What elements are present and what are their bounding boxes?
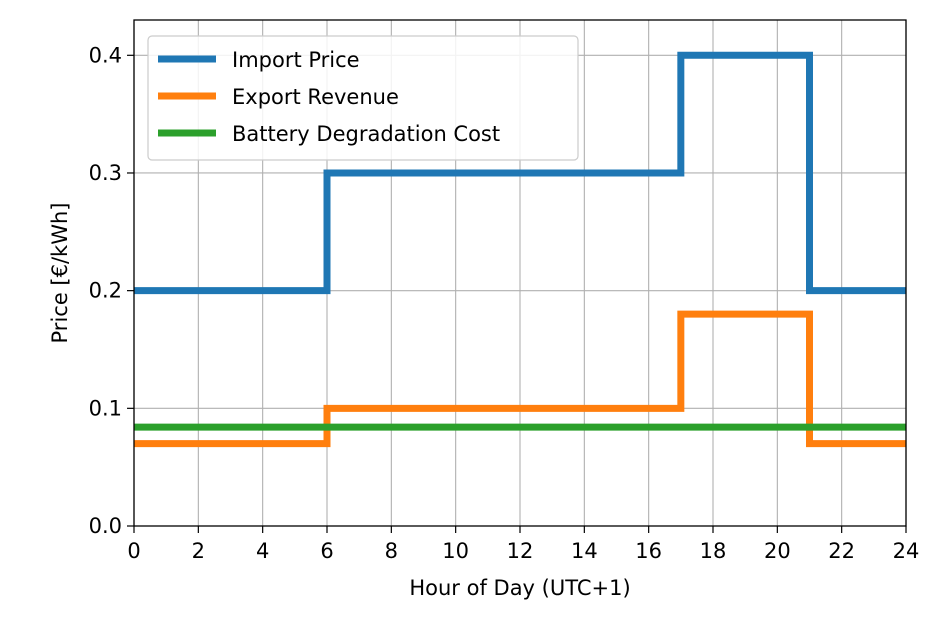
x-tick-label: 18 (700, 539, 727, 563)
x-tick-label: 0 (127, 539, 140, 563)
x-tick-label: 12 (507, 539, 534, 563)
y-axis-label: Price [€/kWh] (48, 203, 72, 344)
series-line-0 (134, 51, 906, 295)
y-tick-label: 0.1 (89, 396, 122, 420)
x-tick-label: 6 (320, 539, 333, 563)
x-tick-label: 2 (192, 539, 205, 563)
x-tick-label: 14 (571, 539, 598, 563)
legend-label: Battery Degradation Cost (232, 122, 500, 146)
y-tick-label: 0.0 (89, 514, 122, 538)
x-tick-label: 4 (256, 539, 269, 563)
x-tick-label: 10 (442, 539, 469, 563)
y-tick-label: 0.3 (89, 161, 122, 185)
x-tick-label: 22 (828, 539, 855, 563)
x-tick-label: 24 (893, 539, 920, 563)
series-lines (134, 51, 906, 448)
legend-box (147, 35, 579, 161)
x-tick-label: 16 (635, 539, 662, 563)
legend-label: Import Price (232, 48, 360, 72)
y-axis-ticks: 0.0 0.1 0.2 0.3 0.4 (89, 43, 134, 538)
series-line-1 (134, 310, 906, 448)
x-axis-ticks: 0 2 4 6 8 10 12 14 16 18 20 22 24 (127, 526, 919, 563)
x-tick-label: 20 (764, 539, 791, 563)
x-axis-label: Hour of Day (UTC+1) (409, 576, 630, 600)
x-tick-label: 8 (385, 539, 398, 563)
y-tick-label: 0.2 (89, 279, 122, 303)
y-tick-label: 0.4 (89, 43, 122, 67)
legend-label: Export Revenue (232, 85, 399, 109)
legend: Import Price Export Revenue Battery Degrad… (147, 35, 579, 161)
